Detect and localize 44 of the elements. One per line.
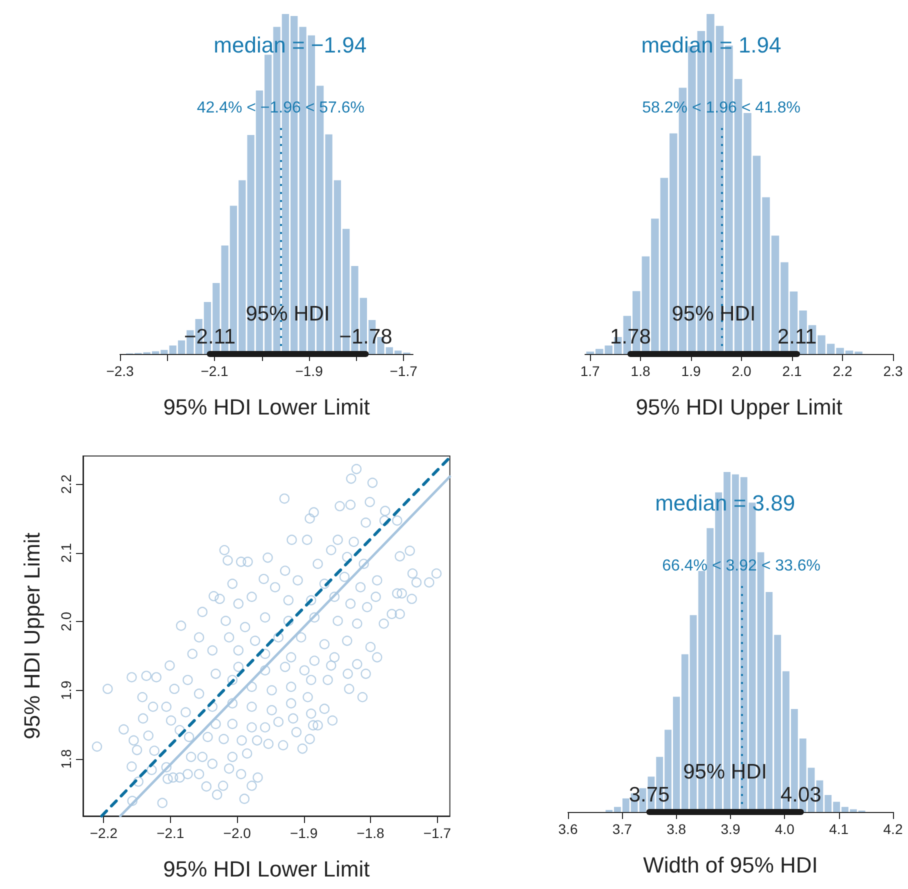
x-tick-label: −2.2: [90, 825, 118, 841]
annotation: 1.78: [610, 326, 651, 348]
x-tick-label: 3.7: [612, 821, 632, 837]
annotation: 2.11: [777, 326, 817, 348]
x-tick-label: 4.2: [883, 821, 903, 837]
annotation: 95% HDI: [672, 302, 756, 326]
x-tick-label: 4.1: [829, 821, 849, 837]
x-tick-label: 3.8: [666, 821, 686, 837]
x-tick-label: 1.7: [580, 363, 600, 379]
x-tick-label: 4.0: [774, 821, 795, 837]
x-axis-title: 95% HDI Upper Limit: [636, 394, 842, 420]
y-tick-label: 2.1: [58, 542, 74, 563]
annotation: 95% HDI: [683, 760, 768, 784]
y-tick-label: 1.8: [58, 749, 74, 769]
x-tick-label: 3.6: [558, 821, 578, 837]
x-axis-title: 95% HDI Lower Limit: [163, 856, 370, 882]
y-axis-title: 95% HDI Upper Limit: [20, 532, 44, 740]
x-tick-label: −1.7: [423, 825, 452, 841]
x-tick-label: 2.3: [883, 363, 903, 379]
x-tick-label: −1.8: [356, 825, 385, 841]
x-tick-label: −2.1: [156, 825, 184, 841]
annotation: 4.03: [780, 784, 822, 806]
x-tick-label: 2.0: [732, 363, 752, 379]
x-tick-label: −2.0: [223, 825, 252, 841]
annotation: −1.78: [339, 326, 392, 348]
y-tick-label: 1.9: [58, 680, 74, 700]
annotation: 3.75: [628, 784, 670, 806]
y-tick-label: 2.2: [58, 474, 74, 494]
x-tick-label: 3.9: [720, 821, 740, 837]
y-tick-label: 2.0: [58, 612, 74, 632]
x-tick-label: −1.9: [290, 825, 318, 841]
x-tick-label: 2.2: [832, 363, 852, 379]
x-tick-label: 1.8: [630, 363, 650, 379]
annotation: 95% HDI: [246, 302, 330, 326]
annotation: −2.11: [184, 326, 236, 348]
x-tick-label: 1.9: [681, 363, 701, 379]
x-axis-title: 95% HDI Lower Limit: [163, 394, 370, 420]
x-tick-label: −2.1: [200, 363, 229, 379]
x-tick-label: −2.3: [106, 363, 134, 379]
annotation: median = 1.94: [641, 32, 782, 58]
x-tick-label: 2.1: [782, 363, 802, 379]
x-tick-label: −1.9: [295, 363, 324, 379]
x-axis-title: Width of 95% HDI: [643, 852, 818, 878]
x-tick-label: −1.7: [390, 363, 418, 379]
